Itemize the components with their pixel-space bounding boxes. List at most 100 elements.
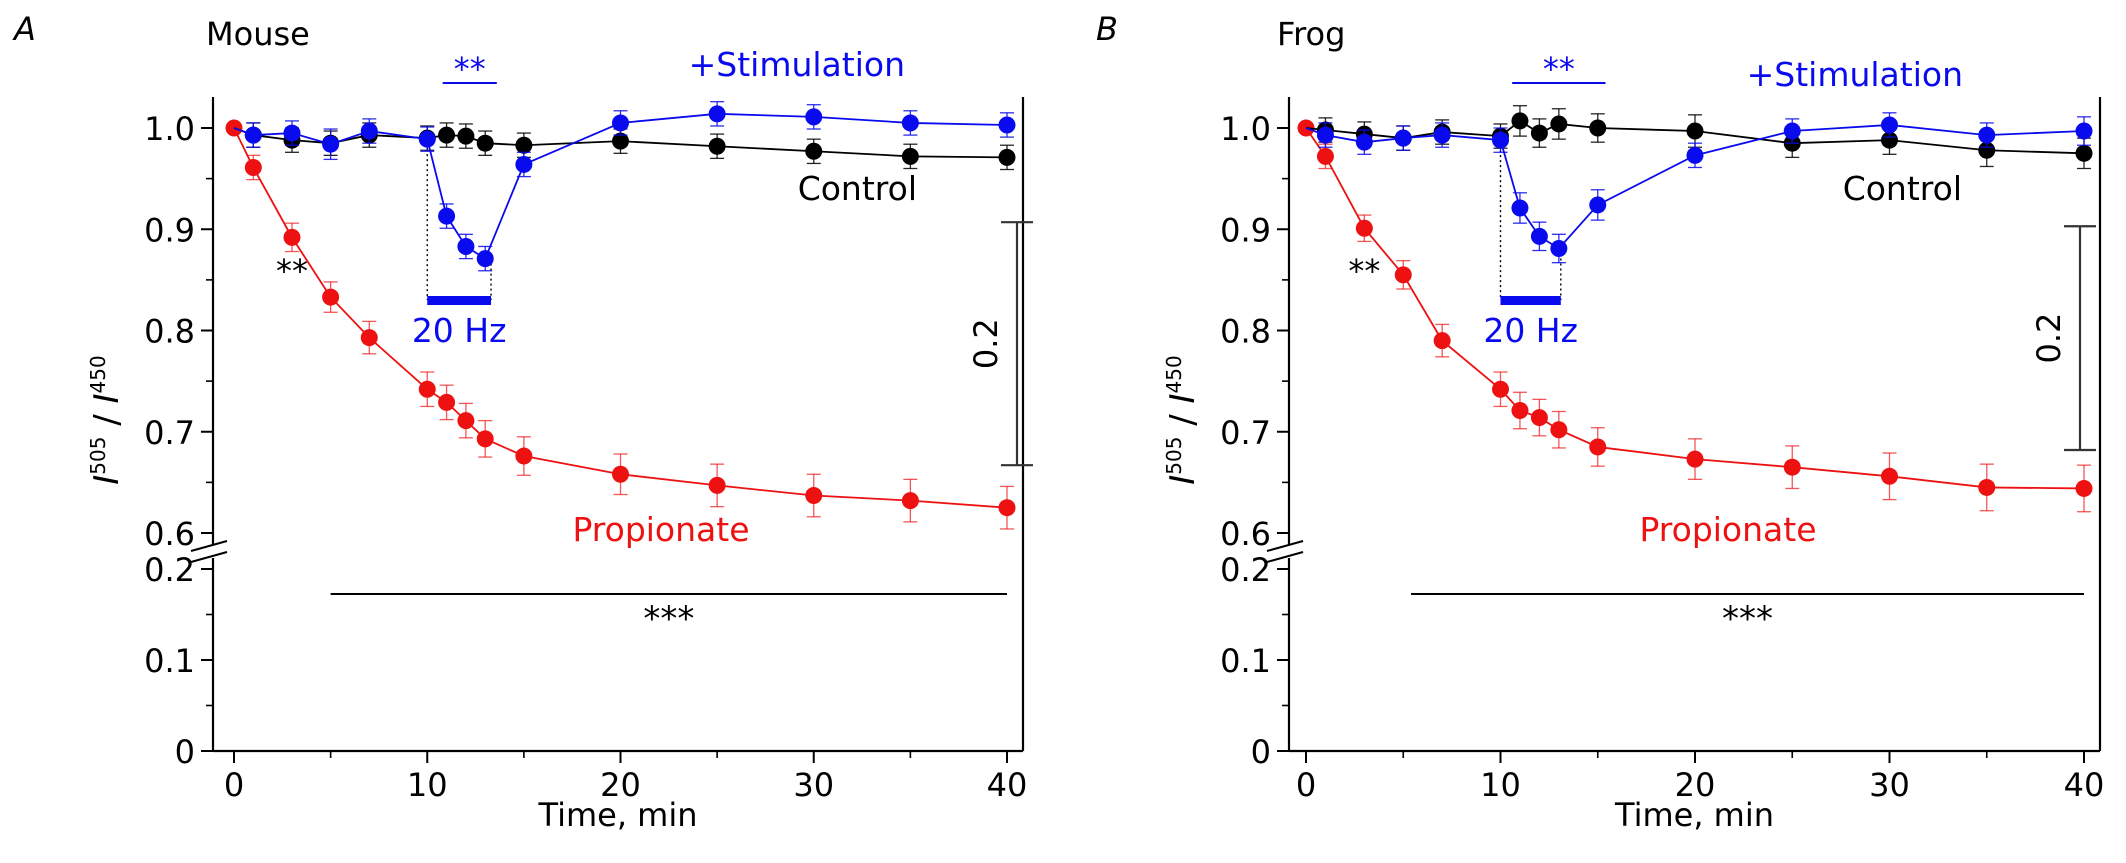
y-tick-label: 0.8 xyxy=(1220,313,1271,351)
data-point xyxy=(476,134,494,152)
panel-b: 0 10 20 30 40 0.6 0.7 0.8 0.9 1.0 0 0.1 0.2 Time, min… xyxy=(1096,10,2104,834)
data-point xyxy=(438,126,456,144)
x-tick-label: 10 xyxy=(1480,766,1521,804)
data-point xyxy=(457,412,475,430)
y-label-sup1: 505 xyxy=(1162,437,1186,475)
data-point xyxy=(438,207,456,225)
x-tick-label: 30 xyxy=(793,766,834,804)
data-point xyxy=(805,487,823,505)
series-propionate xyxy=(225,119,1016,530)
y-label-slash: / xyxy=(87,403,127,436)
stim-bar xyxy=(427,296,492,305)
data-point xyxy=(515,447,533,465)
data-point xyxy=(457,237,475,255)
panel-label: B xyxy=(1096,10,1118,48)
data-point xyxy=(708,105,726,123)
data-point xyxy=(901,492,919,510)
stim-bar-label: 20 Hz xyxy=(412,311,507,350)
y-axis-label: I505 / I450 xyxy=(1162,355,1203,485)
series-propionate xyxy=(1297,119,2093,513)
series-line xyxy=(1305,127,2085,490)
data-point xyxy=(1978,141,1996,159)
data-point xyxy=(612,465,629,483)
data-point xyxy=(2075,479,2093,497)
x-tick-label: 40 xyxy=(987,766,1028,804)
data-point xyxy=(244,126,262,144)
data-point xyxy=(438,393,456,411)
data-point xyxy=(1783,122,1801,140)
x-tick-label: 10 xyxy=(407,766,448,804)
x-axis-label: Time, min xyxy=(538,796,698,834)
data-point xyxy=(805,108,823,126)
data-point xyxy=(244,158,262,176)
data-point xyxy=(360,329,378,347)
data-point xyxy=(1355,133,1373,151)
data-point xyxy=(708,476,726,494)
label-propionate: Propionate xyxy=(1639,510,1816,549)
data-point xyxy=(901,147,919,165)
x-tick-label: 30 xyxy=(1869,766,1910,804)
data-point xyxy=(708,137,726,155)
y-tick-label: 0.6 xyxy=(1220,515,1271,553)
data-point xyxy=(1511,401,1529,419)
data-point xyxy=(1881,131,1898,149)
data-point xyxy=(476,430,494,448)
data-point xyxy=(1978,478,1996,496)
data-point xyxy=(1394,129,1412,147)
data-point xyxy=(612,132,629,150)
y-tick-label: 0.9 xyxy=(144,211,195,249)
data-point xyxy=(1530,124,1548,142)
x-axis-label: Time, min xyxy=(1614,796,1774,834)
data-point xyxy=(322,135,340,153)
panel-label: A xyxy=(12,10,36,48)
stim-bar-label: 20 Hz xyxy=(1483,311,1578,350)
y-tick-label: 0.7 xyxy=(1220,414,1271,452)
data-point xyxy=(1686,122,1704,140)
y-label-slash: / xyxy=(1163,403,1203,436)
data-point xyxy=(1316,126,1334,144)
data-point xyxy=(998,499,1016,517)
data-point xyxy=(457,127,475,145)
x-tick-label: 40 xyxy=(2064,766,2105,804)
y-tick-label: 0.2 xyxy=(1220,551,1271,589)
data-point xyxy=(1589,196,1607,214)
panel-a: 0 10 20 30 40 0.6 0.7 0.8 0.9 1.0 0 0.1 0.2 Time, min… xyxy=(12,10,1033,834)
y-tick-label: 0.8 xyxy=(144,313,195,351)
label-propionate: Propionate xyxy=(572,510,749,549)
series-stimulation xyxy=(233,101,1016,272)
x-tick-label: 20 xyxy=(1675,766,1716,804)
x-tick-label: 20 xyxy=(600,766,641,804)
data-point xyxy=(1530,227,1548,245)
x-tick-label: 0 xyxy=(1296,766,1316,804)
data-point xyxy=(1530,409,1548,427)
data-point xyxy=(1511,199,1529,217)
scale-bar-label: 0.2 xyxy=(967,318,1005,369)
sig-stars-bottom: *** xyxy=(643,599,694,639)
data-point xyxy=(1589,438,1607,456)
data-point xyxy=(2075,122,2093,140)
data-point xyxy=(1433,126,1451,144)
data-point xyxy=(360,122,378,140)
label-control: Control xyxy=(798,169,917,208)
label-stimulation: +Stimulation xyxy=(1747,55,1963,94)
sig-stars-bottom: *** xyxy=(1722,599,1773,639)
data-point xyxy=(1355,219,1373,237)
y-tick-label: 1.0 xyxy=(144,110,195,148)
y-tick-label: 0.1 xyxy=(144,642,195,680)
y-tick-label: 0.1 xyxy=(1220,642,1271,680)
data-point xyxy=(1492,131,1509,149)
data-point xyxy=(322,288,340,306)
data-point xyxy=(1511,112,1529,130)
data-point xyxy=(998,148,1016,166)
data-point xyxy=(901,114,919,132)
y-tick-label: 0.2 xyxy=(144,551,195,589)
y-tick-label: 0.9 xyxy=(1220,211,1271,249)
data-point xyxy=(1550,421,1568,439)
axis-break-mark xyxy=(1266,540,1304,552)
y-tick-label: 1.0 xyxy=(1220,110,1271,148)
panel-title: Mouse xyxy=(206,15,310,53)
label-control: Control xyxy=(1843,169,1962,208)
y-label-sup2: 450 xyxy=(86,355,110,393)
data-point xyxy=(515,155,533,173)
